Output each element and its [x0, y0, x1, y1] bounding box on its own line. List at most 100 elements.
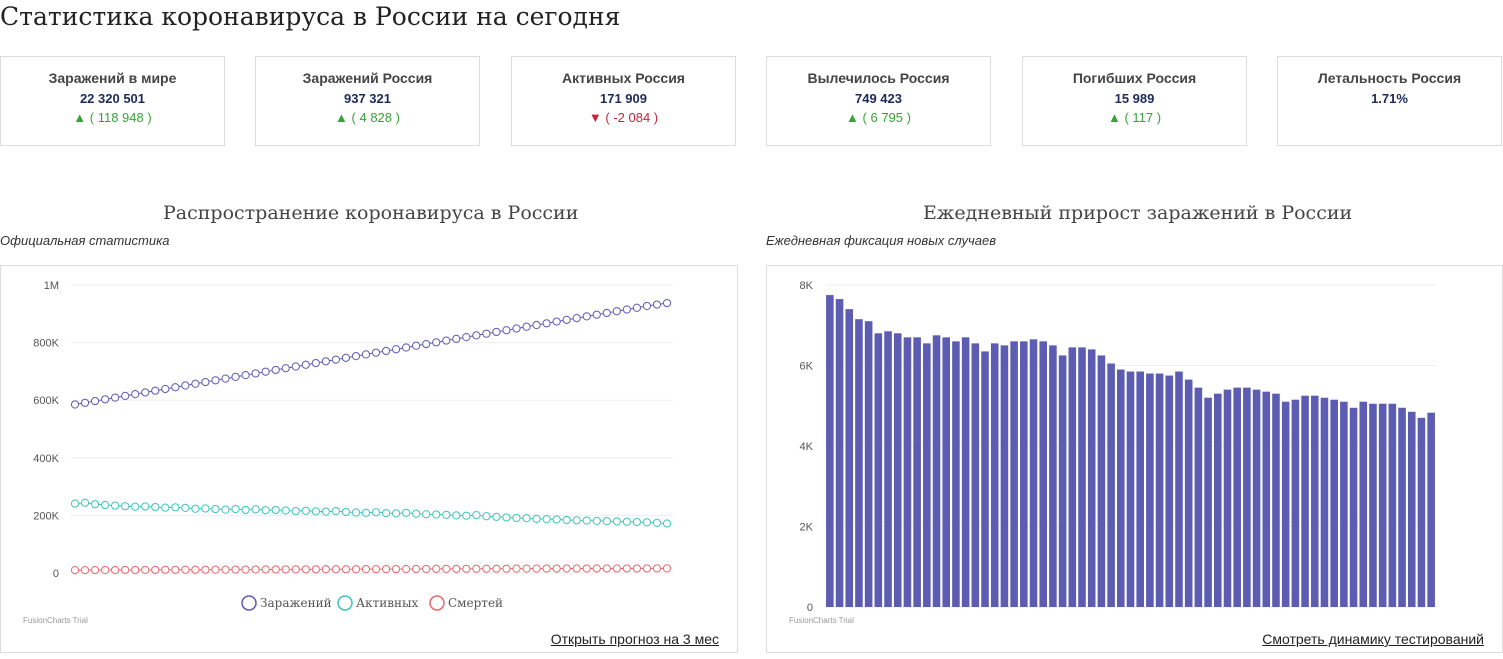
- data-point[interactable]: [602, 308, 611, 318]
- data-point[interactable]: [201, 377, 210, 387]
- bar[interactable]: [952, 341, 960, 607]
- data-point[interactable]: [592, 564, 601, 573]
- data-point[interactable]: [472, 511, 481, 520]
- data-point[interactable]: [512, 324, 521, 333]
- data-point[interactable]: [612, 307, 621, 316]
- data-point[interactable]: [281, 565, 290, 574]
- data-point[interactable]: [351, 508, 361, 517]
- data-point[interactable]: [412, 509, 421, 518]
- data-point[interactable]: [141, 502, 150, 511]
- data-point[interactable]: [452, 564, 461, 573]
- data-point[interactable]: [111, 501, 120, 510]
- data-point[interactable]: [231, 565, 240, 574]
- data-point[interactable]: [442, 564, 451, 573]
- data-point[interactable]: [472, 331, 481, 340]
- data-point[interactable]: [361, 565, 371, 574]
- bar[interactable]: [1427, 412, 1435, 607]
- bar[interactable]: [1146, 373, 1154, 607]
- data-point[interactable]: [261, 506, 270, 515]
- data-point[interactable]: [291, 362, 300, 371]
- data-point[interactable]: [351, 565, 361, 574]
- data-point[interactable]: [301, 360, 310, 369]
- data-point[interactable]: [181, 565, 190, 574]
- bar[interactable]: [1184, 379, 1193, 607]
- data-point[interactable]: [141, 565, 150, 574]
- data-point[interactable]: [261, 367, 270, 376]
- bar[interactable]: [845, 309, 854, 607]
- bar[interactable]: [1301, 395, 1309, 607]
- data-point[interactable]: [181, 503, 190, 513]
- bar[interactable]: [961, 337, 970, 607]
- data-point[interactable]: [151, 502, 160, 512]
- data-point[interactable]: [542, 319, 551, 328]
- bar[interactable]: [990, 343, 999, 607]
- data-point[interactable]: [542, 564, 551, 573]
- data-point[interactable]: [101, 395, 110, 404]
- data-point[interactable]: [622, 517, 631, 526]
- data-point[interactable]: [90, 396, 100, 406]
- data-point[interactable]: [532, 320, 541, 330]
- bar[interactable]: [1369, 403, 1377, 607]
- data-point[interactable]: [482, 329, 491, 338]
- data-point[interactable]: [281, 506, 290, 515]
- legend-item[interactable]: Заражений: [241, 595, 332, 611]
- data-point[interactable]: [241, 505, 250, 515]
- data-point[interactable]: [391, 509, 401, 518]
- data-point[interactable]: [361, 508, 371, 517]
- data-point[interactable]: [562, 564, 571, 573]
- bar[interactable]: [1349, 407, 1358, 607]
- data-point[interactable]: [341, 353, 351, 362]
- bar[interactable]: [1126, 371, 1135, 607]
- data-point[interactable]: [161, 503, 170, 512]
- data-point[interactable]: [311, 358, 320, 368]
- bar[interactable]: [1136, 371, 1144, 607]
- bar[interactable]: [1155, 373, 1164, 607]
- data-point[interactable]: [622, 564, 631, 573]
- data-point[interactable]: [642, 518, 652, 527]
- bar[interactable]: [864, 321, 873, 607]
- testing-dynamics-link[interactable]: Смотреть динамику тестирований: [1262, 631, 1484, 647]
- data-point[interactable]: [522, 322, 531, 331]
- data-point[interactable]: [131, 390, 140, 399]
- bar[interactable]: [981, 351, 989, 607]
- bar[interactable]: [1058, 355, 1067, 607]
- bar[interactable]: [1029, 339, 1038, 607]
- data-point[interactable]: [632, 564, 641, 573]
- data-point[interactable]: [432, 510, 441, 519]
- bar[interactable]: [1233, 387, 1241, 607]
- data-point[interactable]: [371, 508, 381, 517]
- data-point[interactable]: [161, 565, 170, 574]
- bar[interactable]: [1417, 417, 1426, 607]
- data-point[interactable]: [211, 376, 220, 385]
- data-point[interactable]: [612, 564, 621, 573]
- forecast-link[interactable]: Открыть прогноз на 3 мес: [550, 631, 719, 647]
- data-point[interactable]: [211, 565, 220, 574]
- bar[interactable]: [1214, 393, 1222, 607]
- data-point[interactable]: [391, 345, 401, 354]
- data-point[interactable]: [171, 383, 180, 392]
- data-point[interactable]: [70, 400, 80, 409]
- data-point[interactable]: [642, 564, 652, 573]
- data-point[interactable]: [191, 504, 200, 513]
- data-point[interactable]: [402, 508, 411, 517]
- bar[interactable]: [826, 295, 834, 607]
- data-point[interactable]: [632, 303, 641, 312]
- data-point[interactable]: [482, 512, 491, 521]
- data-point[interactable]: [552, 564, 561, 573]
- data-point[interactable]: [351, 352, 361, 361]
- data-point[interactable]: [442, 510, 451, 519]
- data-point[interactable]: [371, 565, 381, 574]
- data-point[interactable]: [412, 341, 421, 350]
- data-point[interactable]: [432, 564, 441, 574]
- bar[interactable]: [1310, 395, 1319, 607]
- data-point[interactable]: [552, 317, 561, 326]
- data-point[interactable]: [341, 507, 351, 517]
- bar[interactable]: [1407, 411, 1416, 607]
- data-point[interactable]: [121, 565, 130, 575]
- data-point[interactable]: [90, 500, 100, 509]
- data-point[interactable]: [492, 327, 501, 337]
- bar[interactable]: [1020, 341, 1028, 607]
- data-point[interactable]: [632, 517, 641, 527]
- data-point[interactable]: [602, 517, 611, 526]
- bar[interactable]: [1117, 369, 1125, 607]
